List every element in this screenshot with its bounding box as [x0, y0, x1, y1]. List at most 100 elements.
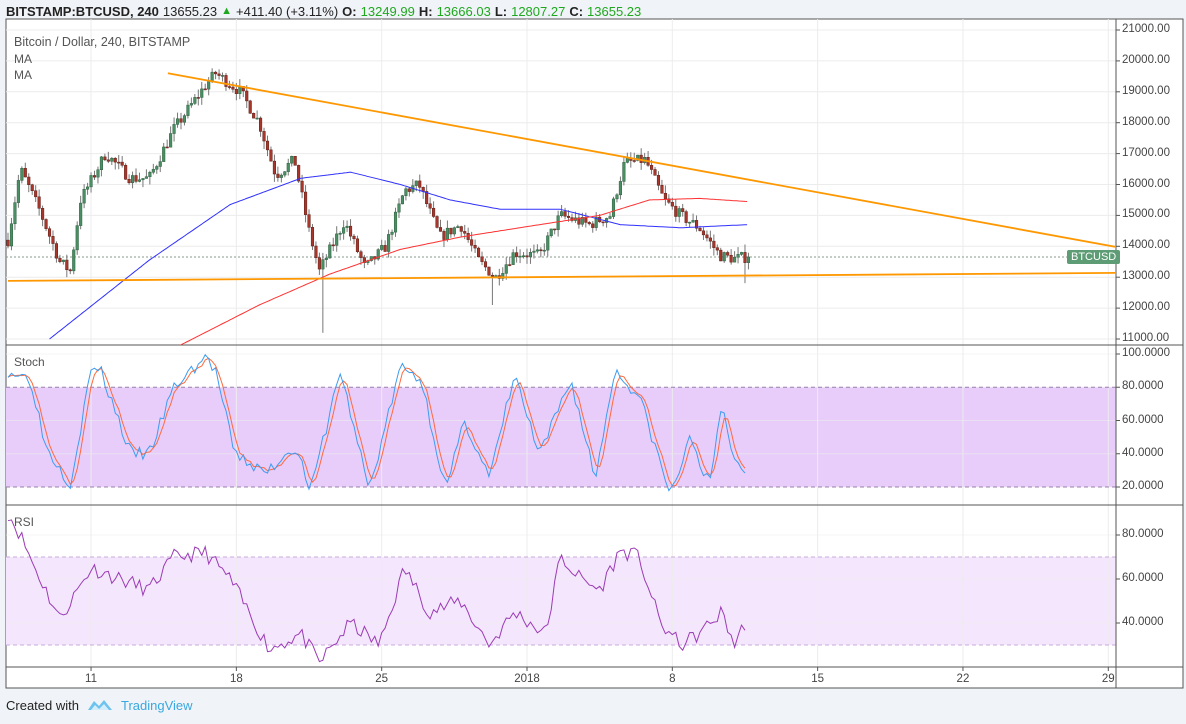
candle-down [293, 156, 297, 166]
candle-up [560, 211, 564, 217]
candle-down [92, 175, 97, 178]
candle-down [601, 221, 605, 224]
candle-up [189, 103, 193, 106]
candle-down [719, 249, 723, 262]
candle-up [89, 175, 93, 188]
candle-down [438, 227, 443, 232]
candle-down [310, 227, 315, 247]
candle-down [705, 234, 709, 239]
candle-down [47, 228, 52, 237]
ma-fast-line [49, 171, 748, 340]
candle-up [580, 217, 584, 225]
candle-up [20, 168, 24, 181]
candle-down [463, 231, 467, 234]
low-label: L: [494, 3, 508, 19]
candle-down [269, 149, 273, 162]
ma-legend-1[interactable]: MA [14, 52, 32, 66]
candle-down [694, 220, 699, 229]
candle-up [172, 124, 176, 134]
candle-down [272, 160, 276, 175]
trendline-resistance [167, 72, 1116, 248]
candle-down [563, 211, 567, 217]
candle-up [445, 227, 449, 240]
x-tick-label: 22 [956, 673, 970, 685]
stoch-tick-label: 60.0000 [1122, 413, 1164, 426]
candle-up [151, 169, 155, 173]
candle-up [542, 249, 546, 252]
candle-up [72, 249, 76, 272]
candle-up [200, 88, 204, 98]
candle-up [137, 179, 142, 182]
candle-down [65, 259, 69, 271]
candle-up [390, 231, 394, 235]
candle-up [220, 75, 225, 77]
x-tick-label: 29 [1101, 673, 1115, 685]
candle-up [528, 252, 533, 258]
candle-down [103, 156, 107, 161]
candle-up [9, 223, 14, 247]
price-tick-label: 19000.00 [1122, 84, 1170, 97]
candle-up [144, 176, 148, 179]
candle-up [158, 161, 162, 167]
candle-up [511, 252, 515, 265]
candle-down [234, 88, 238, 94]
candle-down [698, 227, 702, 232]
candle-down [684, 211, 688, 223]
candle-up [162, 146, 166, 162]
candle-up [255, 117, 259, 120]
candle-up [414, 180, 418, 186]
ma-slow-line [180, 197, 748, 345]
candle-down [425, 191, 429, 205]
candle-up [733, 256, 737, 263]
candle-up [13, 202, 17, 225]
candle-up [556, 215, 560, 230]
candle-down [262, 131, 266, 142]
candle-down [37, 196, 41, 209]
stoch-legend[interactable]: Stoch [14, 355, 45, 369]
candle-down [639, 154, 643, 163]
candle-up [155, 166, 159, 170]
rsi-tick-label: 40.0000 [1122, 616, 1164, 628]
candle-down [227, 86, 231, 88]
ma-legend-2[interactable]: MA [14, 68, 32, 82]
candle-down [383, 245, 387, 252]
candle-down [480, 256, 484, 262]
close-label: C: [569, 3, 584, 19]
candle-down [660, 185, 664, 194]
candle-down [442, 231, 446, 240]
candle-down [359, 251, 363, 258]
stoch-k-line [7, 353, 746, 492]
candle-down [248, 100, 252, 114]
candle-down [653, 169, 657, 176]
candle-up [290, 156, 294, 164]
candle-down [314, 245, 318, 258]
candle-up [501, 273, 505, 279]
candle-down [470, 239, 474, 246]
rsi-legend[interactable]: RSI [14, 515, 35, 529]
candle-down [113, 157, 117, 163]
candle-down [459, 226, 463, 232]
stoch-tick-label: 20.0000 [1122, 480, 1164, 492]
tradingview-link[interactable]: TradingView [120, 697, 193, 713]
candle-down [117, 161, 121, 164]
candle-up [75, 225, 79, 251]
stoch-tick-label: 40.0000 [1122, 446, 1164, 459]
close-value: 13655.23 [587, 3, 642, 19]
candle-down [473, 245, 477, 249]
candle-up [535, 249, 539, 252]
candle-up [691, 220, 695, 223]
candle-up [549, 228, 553, 237]
candle-down [127, 179, 131, 184]
candle-up [131, 175, 135, 184]
high-label: H: [418, 3, 433, 19]
x-tick-label: 8 [669, 673, 676, 685]
candle-down [650, 165, 654, 170]
candle-up [324, 257, 328, 260]
candle-up [96, 169, 100, 178]
rsi-tick-label: 80.0000 [1122, 528, 1164, 540]
candle-down [120, 161, 124, 166]
candle-down [515, 252, 519, 257]
low-value: 12807.27 [511, 3, 566, 19]
candle-down [348, 225, 353, 237]
